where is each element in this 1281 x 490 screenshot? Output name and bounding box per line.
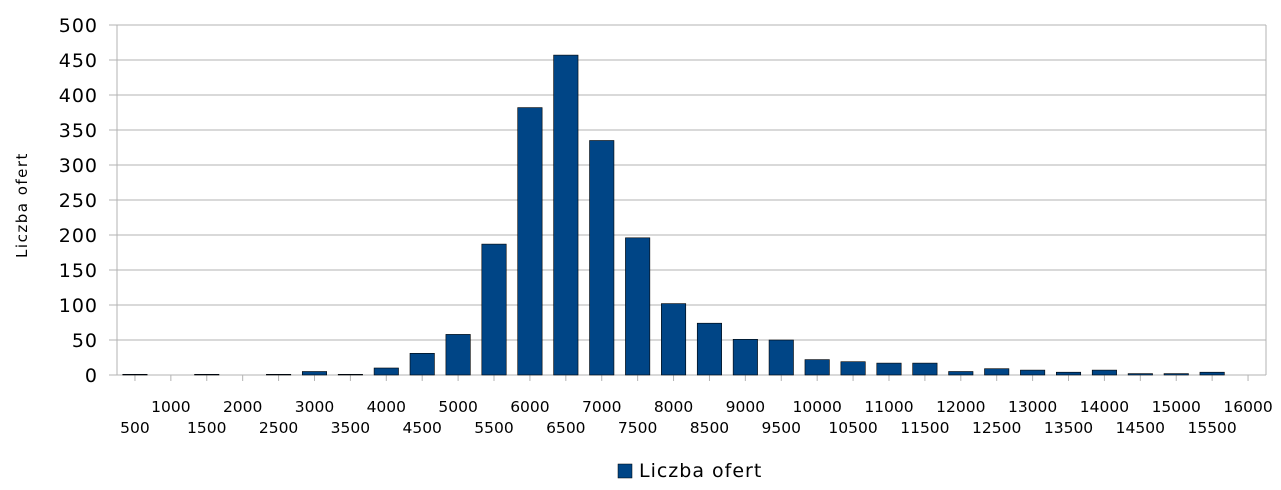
y-tick-label: 200 bbox=[59, 225, 98, 247]
x-tick-label: 14000 bbox=[1080, 398, 1129, 416]
bar bbox=[481, 243, 507, 376]
bar bbox=[912, 362, 938, 376]
legend: Liczba ofert bbox=[617, 460, 762, 482]
bar bbox=[445, 334, 471, 376]
x-tick-label: 16000 bbox=[1223, 398, 1272, 416]
x-tick-label: 11000 bbox=[864, 398, 913, 416]
bar bbox=[876, 362, 902, 376]
x-tick-label: 1500 bbox=[187, 419, 226, 437]
legend-label: Liczba ofert bbox=[639, 460, 762, 482]
bar bbox=[337, 373, 363, 376]
x-tick-label: 5500 bbox=[474, 419, 513, 437]
bar bbox=[804, 359, 830, 376]
y-tick-label: 500 bbox=[59, 15, 98, 37]
bar bbox=[948, 371, 974, 376]
x-tick-label: 13000 bbox=[1008, 398, 1057, 416]
axes bbox=[109, 24, 1267, 381]
x-tick-label: 6500 bbox=[546, 419, 585, 437]
y-tick-label: 50 bbox=[72, 330, 98, 352]
bar bbox=[732, 338, 758, 376]
x-tick-label: 15500 bbox=[1187, 419, 1236, 437]
x-tick-label: 10000 bbox=[793, 398, 842, 416]
y-tick-label: 250 bbox=[59, 190, 98, 212]
bar bbox=[1199, 371, 1225, 376]
bar bbox=[194, 373, 220, 376]
y-tick-label: 450 bbox=[59, 50, 98, 72]
bar bbox=[553, 54, 579, 376]
x-tick-label: 5000 bbox=[438, 398, 477, 416]
bar bbox=[696, 322, 722, 376]
bar bbox=[1091, 369, 1117, 376]
grid-lines bbox=[117, 24, 1266, 341]
x-tick-label: 7000 bbox=[582, 398, 621, 416]
x-tick-label: 9500 bbox=[762, 419, 801, 437]
bar bbox=[840, 361, 866, 376]
bar bbox=[1020, 369, 1046, 376]
x-tick-label: 4000 bbox=[367, 398, 406, 416]
x-tick-label: 1000 bbox=[151, 398, 190, 416]
y-tick-label: 100 bbox=[59, 295, 98, 317]
y-tick-label: 300 bbox=[59, 155, 98, 177]
x-tick-label: 3500 bbox=[331, 419, 370, 437]
bar bbox=[768, 339, 794, 376]
y-tick-label: 150 bbox=[59, 260, 98, 282]
bar bbox=[1127, 373, 1153, 376]
x-tick-label: 4500 bbox=[402, 419, 441, 437]
bars bbox=[122, 54, 1225, 376]
x-tick-label: 12500 bbox=[972, 419, 1021, 437]
x-tick-label: 11500 bbox=[900, 419, 949, 437]
x-tick-label: 2500 bbox=[259, 419, 298, 437]
y-tick-label: 0 bbox=[85, 365, 98, 387]
x-tick-label: 2000 bbox=[223, 398, 262, 416]
y-axis-label: Liczba ofert bbox=[13, 152, 31, 258]
x-tick-label: 15000 bbox=[1152, 398, 1201, 416]
bar bbox=[301, 371, 327, 376]
y-tick-label: 400 bbox=[59, 85, 98, 107]
x-tick-label: 9000 bbox=[726, 398, 765, 416]
x-tick-label: 14500 bbox=[1116, 419, 1165, 437]
x-tick-label: 7500 bbox=[618, 419, 657, 437]
bar bbox=[661, 303, 687, 376]
x-tick-label: 8000 bbox=[654, 398, 693, 416]
bar bbox=[122, 373, 148, 376]
legend-swatch bbox=[617, 463, 633, 479]
bar bbox=[984, 368, 1010, 376]
bar bbox=[1163, 373, 1189, 376]
bar bbox=[266, 373, 292, 376]
x-tick-label: 8500 bbox=[690, 419, 729, 437]
bar bbox=[409, 352, 435, 376]
x-tick-label: 3000 bbox=[295, 398, 334, 416]
bar bbox=[517, 107, 543, 376]
bar bbox=[373, 367, 399, 376]
bar bbox=[589, 140, 615, 376]
x-tick-label: 6000 bbox=[510, 398, 549, 416]
x-tick-label: 10500 bbox=[828, 419, 877, 437]
bar bbox=[625, 237, 651, 376]
y-tick-labels: 0 50 100 150 200 250 300 350 400 450 500 bbox=[59, 15, 98, 387]
y-tick-label: 350 bbox=[59, 120, 98, 142]
x-tick-label: 12000 bbox=[936, 398, 985, 416]
bar bbox=[1056, 371, 1082, 376]
x-tick-label: 500 bbox=[120, 419, 150, 437]
x-tick-label: 13500 bbox=[1044, 419, 1093, 437]
